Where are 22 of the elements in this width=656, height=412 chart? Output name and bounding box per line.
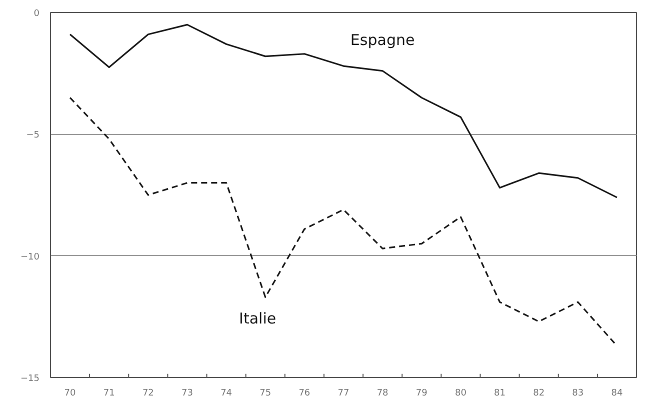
line-series bbox=[69, 24, 618, 198]
y-tick-label: −10 bbox=[20, 252, 40, 262]
x-tick-label: 70 bbox=[64, 388, 76, 398]
series-label: Espagne bbox=[350, 31, 415, 49]
y-tick-label: −5 bbox=[26, 130, 40, 141]
x-tick-label: 80 bbox=[454, 388, 467, 398]
x-tick-label: 71 bbox=[103, 388, 115, 398]
x-tick-label: 81 bbox=[494, 388, 506, 398]
series-label: Italie bbox=[239, 309, 276, 328]
x-tick-label: 73 bbox=[182, 388, 193, 398]
x-tick-label: 75 bbox=[260, 388, 272, 398]
x-tick-label: 74 bbox=[220, 388, 232, 398]
x-tick-label: 72 bbox=[142, 388, 154, 398]
x-tick-label: 78 bbox=[376, 388, 389, 398]
y-tick-label: −15 bbox=[20, 374, 40, 384]
x-tick-label: 82 bbox=[533, 388, 545, 398]
y-tick-label: 0 bbox=[34, 9, 40, 19]
x-tick-label: 79 bbox=[416, 388, 428, 398]
x-tick-label: 84 bbox=[611, 388, 623, 398]
x-tick-label: 76 bbox=[298, 388, 310, 398]
x-tick-label: 83 bbox=[572, 388, 584, 398]
x-tick-label: 77 bbox=[338, 388, 350, 398]
